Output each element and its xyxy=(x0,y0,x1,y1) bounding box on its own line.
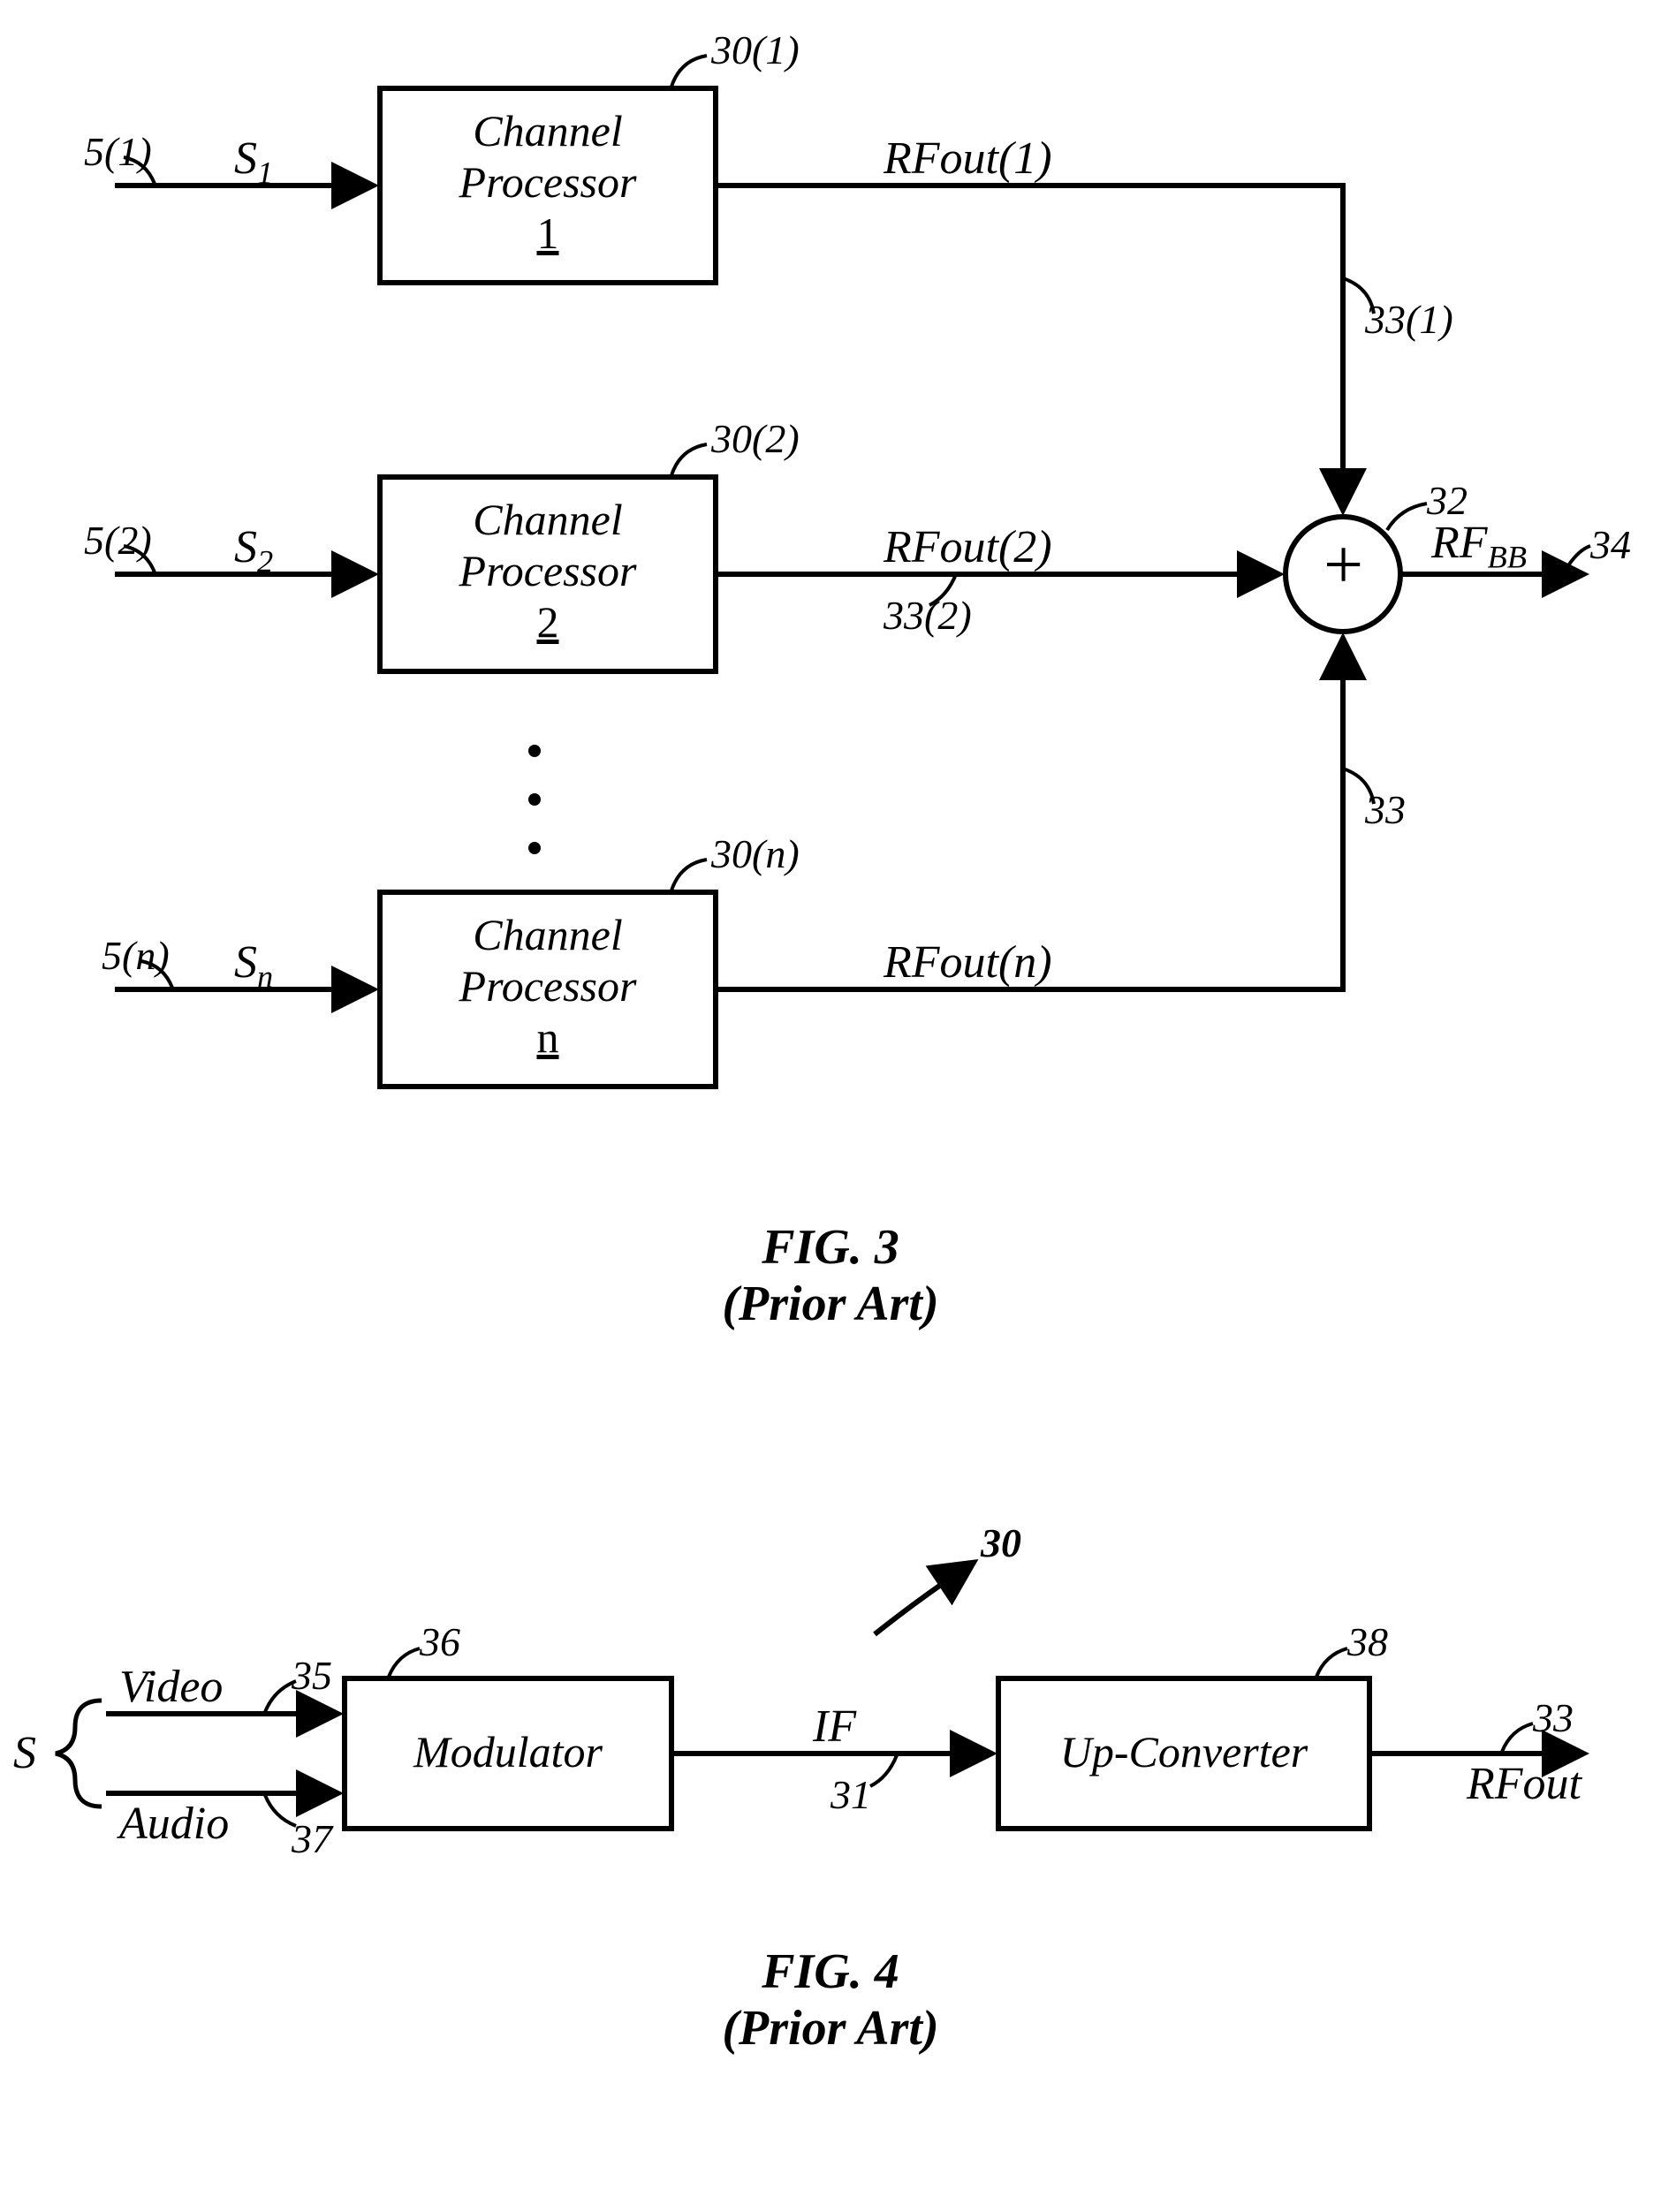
signal-rfout2: RFout(2) xyxy=(884,521,1052,573)
signal-rfoutn: RFout(n) xyxy=(884,936,1052,989)
caption-fig4-line1: FIG. 4 xyxy=(0,1943,1661,2000)
box-label-2: Channel Processor 2 xyxy=(380,495,716,648)
ref-30-1: 30(1) xyxy=(711,27,800,73)
caption-fig4: FIG. 4 (Prior Art) xyxy=(0,1943,1661,2057)
caption-fig3: FIG. 3 (Prior Art) xyxy=(0,1219,1661,1332)
diagram-canvas: Channel Processor 1 30(1) Channel Proces… xyxy=(0,0,1661,2212)
ref-5-2: 5(2) xyxy=(84,517,152,564)
caption-fig3-line2: (Prior Art) xyxy=(0,1276,1661,1332)
signal-rfout1: RFout(1) xyxy=(884,133,1052,185)
caption-fig4-line2: (Prior Art) xyxy=(0,2000,1661,2057)
box-num-1: 1 xyxy=(380,208,716,259)
line-rfout-1 xyxy=(716,186,1343,508)
label-video: Video xyxy=(119,1661,223,1713)
ref-33: 33 xyxy=(1365,786,1406,833)
ellipsis-dot xyxy=(528,745,541,757)
hook-30-1 xyxy=(671,56,707,87)
hook-32 xyxy=(1387,504,1427,530)
leader-30 xyxy=(875,1564,972,1634)
box-num-n: n xyxy=(380,1011,716,1063)
label-upconverter: Up-Converter xyxy=(998,1727,1369,1778)
signal-sn: Sn xyxy=(234,936,273,995)
hook-30-n xyxy=(671,860,707,890)
hook-36 xyxy=(389,1648,420,1677)
ellipsis-dot xyxy=(528,793,541,806)
signal-rfbb: RFBB xyxy=(1431,517,1527,575)
brace-s xyxy=(56,1701,102,1807)
ref-5-n: 5(n) xyxy=(102,932,170,979)
ref-34: 34 xyxy=(1590,521,1631,568)
caption-fig3-line1: FIG. 3 xyxy=(0,1219,1661,1276)
box-title-1: Channel Processor xyxy=(459,106,637,207)
box-label-n: Channel Processor n xyxy=(380,910,716,1063)
hook-34 xyxy=(1564,546,1590,572)
label-modulator: Modulator xyxy=(345,1727,671,1778)
box-label-1: Channel Processor 1 xyxy=(380,106,716,259)
hook-30-2 xyxy=(671,444,707,475)
box-title-2: Channel Processor xyxy=(459,495,637,595)
signal-s1: S1 xyxy=(234,133,273,191)
ref-36: 36 xyxy=(420,1618,460,1665)
hook-38 xyxy=(1316,1648,1347,1677)
ref-33b: 33 xyxy=(1533,1694,1574,1741)
ref-37: 37 xyxy=(292,1815,332,1862)
ellipsis-dot xyxy=(528,842,541,854)
summer-plus: + xyxy=(1323,526,1363,606)
signal-s2: S2 xyxy=(234,521,273,580)
ref-31: 31 xyxy=(830,1771,871,1818)
signal-if: IF xyxy=(813,1701,856,1753)
ref-33-1: 33(1) xyxy=(1365,296,1453,343)
signal-rfout4: RFout xyxy=(1467,1758,1581,1810)
ref-30-2: 30(2) xyxy=(711,415,800,462)
label-audio: Audio xyxy=(119,1798,229,1850)
hook-31 xyxy=(870,1755,897,1786)
box-num-2: 2 xyxy=(380,596,716,648)
ref-35: 35 xyxy=(292,1652,332,1699)
ref-5-1: 5(1) xyxy=(84,128,152,175)
ref-33-2: 33(2) xyxy=(884,592,972,639)
hook-33b xyxy=(1502,1723,1533,1752)
box-title-n: Channel Processor xyxy=(459,910,637,1011)
ref-30-n: 30(n) xyxy=(711,830,800,877)
signal-s: S xyxy=(13,1727,36,1779)
ref-38: 38 xyxy=(1347,1618,1388,1665)
ref-30-top: 30 xyxy=(981,1519,1021,1566)
